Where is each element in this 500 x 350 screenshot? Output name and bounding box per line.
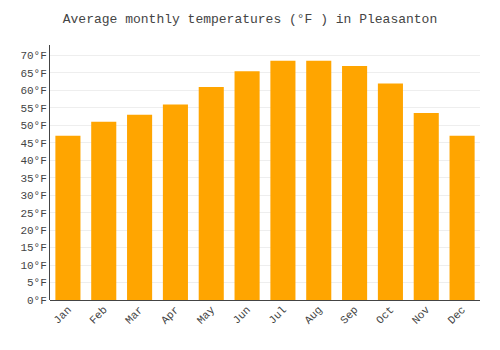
svg-text:Aug: Aug: [302, 304, 324, 326]
svg-text:Dec: Dec: [446, 304, 468, 326]
svg-text:20°F: 20°F: [20, 225, 46, 237]
svg-text:30°F: 30°F: [20, 190, 46, 202]
svg-text:Feb: Feb: [87, 304, 109, 326]
svg-text:55°F: 55°F: [20, 103, 46, 115]
svg-text:70°F: 70°F: [20, 50, 46, 62]
svg-text:Average monthly temperatures (: Average monthly temperatures (°F ) in Pl…: [63, 12, 437, 27]
svg-text:Jul: Jul: [266, 304, 288, 326]
svg-text:40°F: 40°F: [20, 155, 46, 167]
svg-text:50°F: 50°F: [20, 120, 46, 132]
svg-text:Sep: Sep: [338, 304, 360, 326]
svg-text:5°F: 5°F: [27, 277, 47, 289]
svg-text:Oct: Oct: [374, 304, 396, 326]
svg-text:15°F: 15°F: [20, 242, 46, 254]
svg-text:0°F: 0°F: [27, 295, 47, 307]
svg-text:25°F: 25°F: [20, 208, 46, 220]
svg-text:60°F: 60°F: [20, 85, 46, 97]
svg-text:35°F: 35°F: [20, 173, 46, 185]
svg-text:65°F: 65°F: [20, 68, 46, 80]
svg-text:Nov: Nov: [410, 304, 433, 327]
svg-text:Mar: Mar: [123, 304, 145, 326]
svg-text:10°F: 10°F: [20, 260, 46, 272]
svg-text:Jun: Jun: [231, 304, 253, 326]
svg-text:45°F: 45°F: [20, 138, 46, 150]
svg-text:Jan: Jan: [51, 304, 73, 326]
svg-text:May: May: [195, 304, 218, 327]
svg-text:Apr: Apr: [159, 304, 181, 326]
